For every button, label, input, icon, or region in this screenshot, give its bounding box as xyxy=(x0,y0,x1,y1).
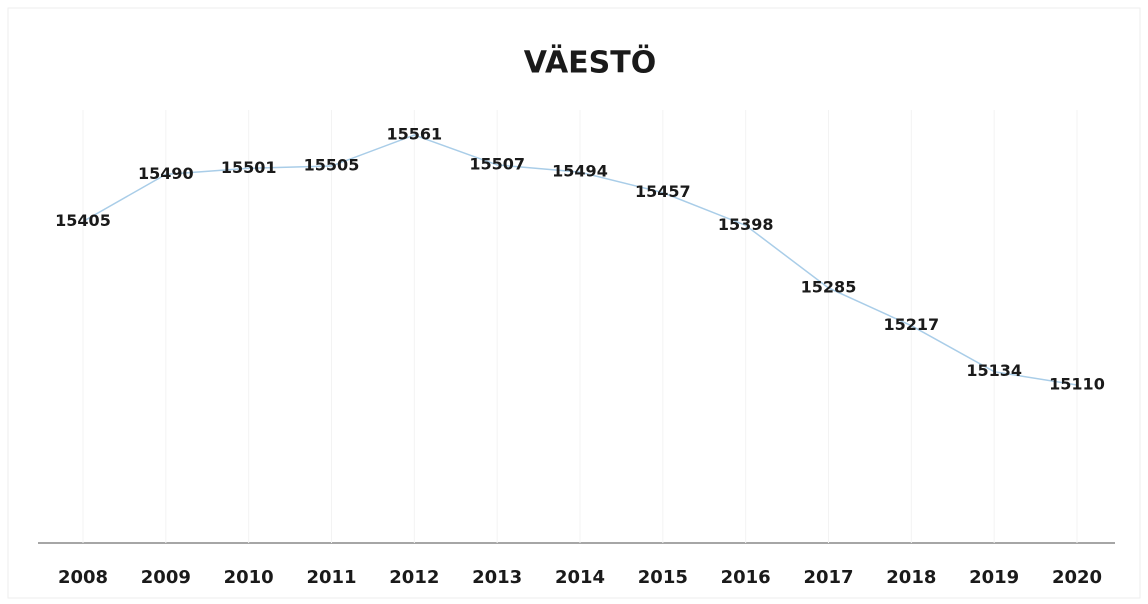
x-tick-label: 2017 xyxy=(803,567,853,588)
data-label: 15501 xyxy=(221,158,277,177)
x-tick-label: 2014 xyxy=(555,567,605,588)
x-tick-label: 2010 xyxy=(224,567,274,588)
x-tick-label: 2011 xyxy=(306,567,356,588)
data-label: 15405 xyxy=(55,211,111,230)
x-tick-label: 2009 xyxy=(141,567,191,588)
x-tick-label: 2015 xyxy=(638,567,688,588)
frame xyxy=(7,7,1141,599)
data-label: 15398 xyxy=(718,215,774,234)
data-label: 15505 xyxy=(304,156,360,175)
data-label: 15110 xyxy=(1049,375,1105,394)
data-label: 15507 xyxy=(469,154,525,173)
x-tick-label: 2020 xyxy=(1052,567,1102,588)
data-label: 15494 xyxy=(552,162,608,181)
data-label: 15490 xyxy=(138,164,194,183)
x-tick-label: 2012 xyxy=(389,567,439,588)
x-tick-label: 2013 xyxy=(472,567,522,588)
x-tick-label: 2016 xyxy=(721,567,771,588)
data-label: 15457 xyxy=(635,182,691,201)
x-tick-label: 2018 xyxy=(886,567,936,588)
x-tick-label: 2008 xyxy=(58,567,108,588)
data-label: 15217 xyxy=(883,315,939,334)
line xyxy=(82,134,1078,386)
x-tick-label: 2019 xyxy=(969,567,1019,588)
data-label: 15134 xyxy=(966,361,1022,380)
chart-title: VÄESTÖ xyxy=(524,44,656,81)
data-label: 15285 xyxy=(801,277,857,296)
data-label: 15561 xyxy=(386,125,442,144)
